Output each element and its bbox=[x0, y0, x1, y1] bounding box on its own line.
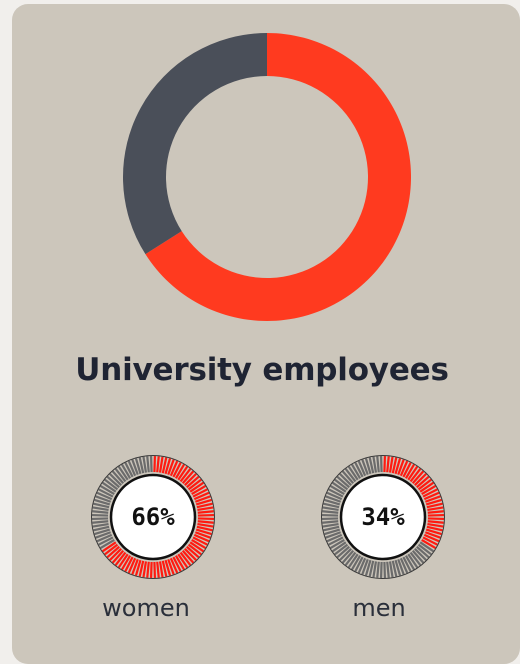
gauge-ticks bbox=[91, 455, 215, 579]
women-legend-label: women bbox=[102, 594, 190, 622]
chart-title: University employees bbox=[75, 352, 449, 388]
main-donut-chart bbox=[123, 33, 411, 321]
gauge-outer-ring bbox=[321, 455, 445, 579]
gauge-ticks bbox=[321, 455, 445, 579]
men-percent-label: 34% bbox=[361, 503, 405, 531]
donut-slice-women bbox=[145, 33, 411, 321]
gauge-center-disc bbox=[339, 473, 427, 561]
donut-slice-men bbox=[123, 33, 267, 255]
gauge-center-disc bbox=[109, 473, 197, 561]
chart-card: University employees 66% women 34% men bbox=[12, 4, 520, 664]
women-percent-label: 66% bbox=[131, 503, 175, 531]
men-legend-label: men bbox=[352, 594, 406, 622]
gauge-outer-ring bbox=[91, 455, 215, 579]
women-gauge: 66% bbox=[88, 452, 218, 582]
men-gauge: 34% bbox=[318, 452, 448, 582]
